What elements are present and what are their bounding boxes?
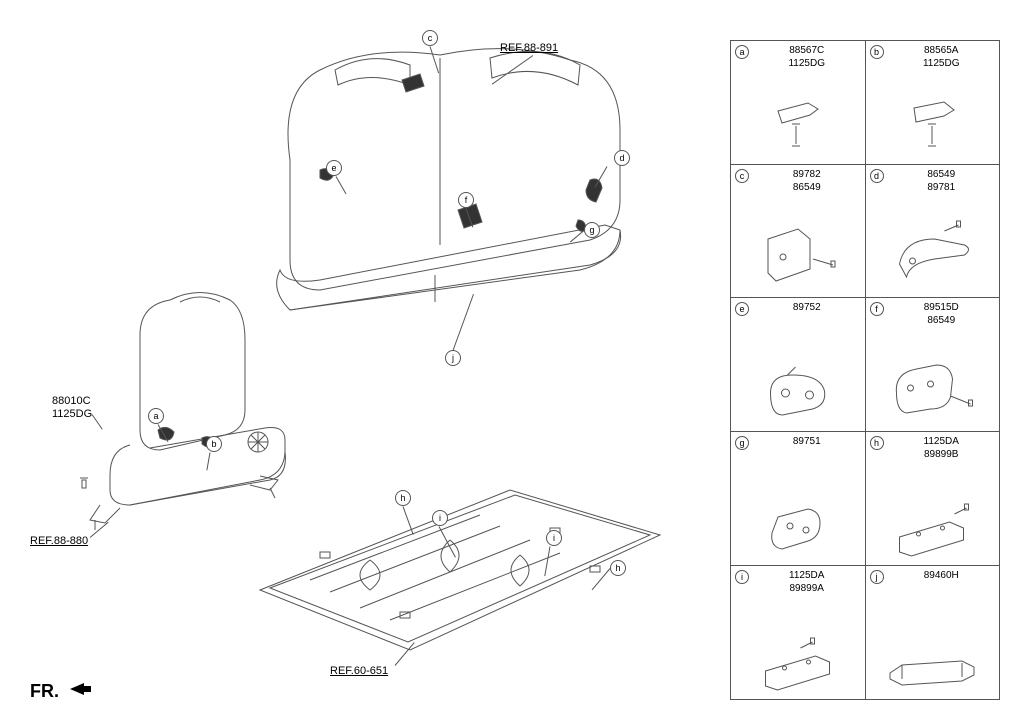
callout-d: d — [614, 150, 630, 166]
cell-labels: 89460H — [890, 570, 994, 581]
page: c e d f g j a b h h i i REF.88-891 REF.8… — [0, 0, 1018, 727]
bracket-bolt-icon — [892, 96, 972, 156]
cell-letter: f — [870, 302, 884, 316]
cell-g: g 89751 — [731, 432, 866, 566]
bracket-bolt-icon — [758, 96, 838, 156]
parts-table-area: a 88567C 1125DG b 88565A 1125DG — [730, 40, 1000, 700]
cell-labels: 89515D 86549 — [890, 302, 994, 326]
callout-h2: h — [610, 560, 626, 576]
latch-assy-icon — [885, 358, 980, 423]
callout-c: c — [422, 30, 438, 46]
cell-labels: 89751 — [755, 436, 859, 447]
front-indicator: FR. — [30, 681, 59, 702]
ref-88-891: REF.88-891 — [500, 42, 558, 54]
cell-j: j 89460H — [865, 566, 1000, 700]
callout-g: g — [584, 222, 600, 238]
floor-panel-icon — [250, 480, 670, 670]
cell-e: e 89752 — [731, 298, 866, 432]
callout-b: b — [206, 436, 222, 452]
ref-60-651: REF.60-651 — [330, 665, 388, 677]
hinge-lever-icon — [885, 219, 980, 289]
cell-i: i 1125DA 89899A — [731, 566, 866, 700]
cell-a: a 88567C 1125DG — [731, 41, 866, 165]
cell-letter: e — [735, 302, 749, 316]
cell-labels: 1125DA 89899B — [890, 436, 994, 460]
striker-plate-icon — [758, 502, 838, 557]
cell-c: c 89782 86549 — [731, 164, 866, 298]
cell-labels: 89782 86549 — [755, 169, 859, 193]
callout-f: f — [458, 192, 474, 208]
callout-a: a — [148, 408, 164, 424]
parts-table: a 88567C 1125DG b 88565A 1125DG — [730, 40, 1000, 700]
hinge-plate-icon — [753, 219, 843, 289]
cell-h: h 1125DA 89899B — [865, 432, 1000, 566]
label-88010C: 88010C — [52, 395, 91, 407]
diagram-area: c e d f g j a b h h i i REF.88-891 REF.8… — [0, 0, 720, 727]
cell-d: d 86549 89781 — [865, 164, 1000, 298]
callout-h1: h — [395, 490, 411, 506]
cell-labels: 1125DA 89899A — [755, 570, 859, 594]
callout-i1: i — [432, 510, 448, 526]
mount-bracket-icon — [885, 502, 980, 557]
callout-e: e — [326, 160, 342, 176]
cell-b: b 88565A 1125DG — [865, 41, 1000, 165]
cell-labels: 89752 — [755, 302, 859, 313]
cell-letter: i — [735, 570, 749, 584]
cell-labels: 88567C 1125DG — [755, 45, 859, 69]
mount-bracket-icon — [750, 636, 845, 691]
label-1125DG: 1125DG — [52, 408, 92, 420]
front-arrow-icon — [70, 683, 84, 695]
ref-88-880: REF.88-880 — [30, 535, 88, 547]
cell-letter: h — [870, 436, 884, 450]
callout-j: j — [445, 350, 461, 366]
cell-labels: 86549 89781 — [890, 169, 994, 193]
cell-letter: j — [870, 570, 884, 584]
cell-letter: g — [735, 436, 749, 450]
latch-plate-icon — [755, 363, 840, 423]
rear-seat-icon — [260, 30, 660, 350]
cell-letter: a — [735, 45, 749, 59]
cell-letter: c — [735, 169, 749, 183]
cell-letter: b — [870, 45, 884, 59]
cell-f: f 89515D 86549 — [865, 298, 1000, 432]
cell-labels: 88565A 1125DG — [890, 45, 994, 69]
cell-letter: d — [870, 169, 884, 183]
crossmember-icon — [882, 651, 982, 691]
callout-i2: i — [546, 530, 562, 546]
